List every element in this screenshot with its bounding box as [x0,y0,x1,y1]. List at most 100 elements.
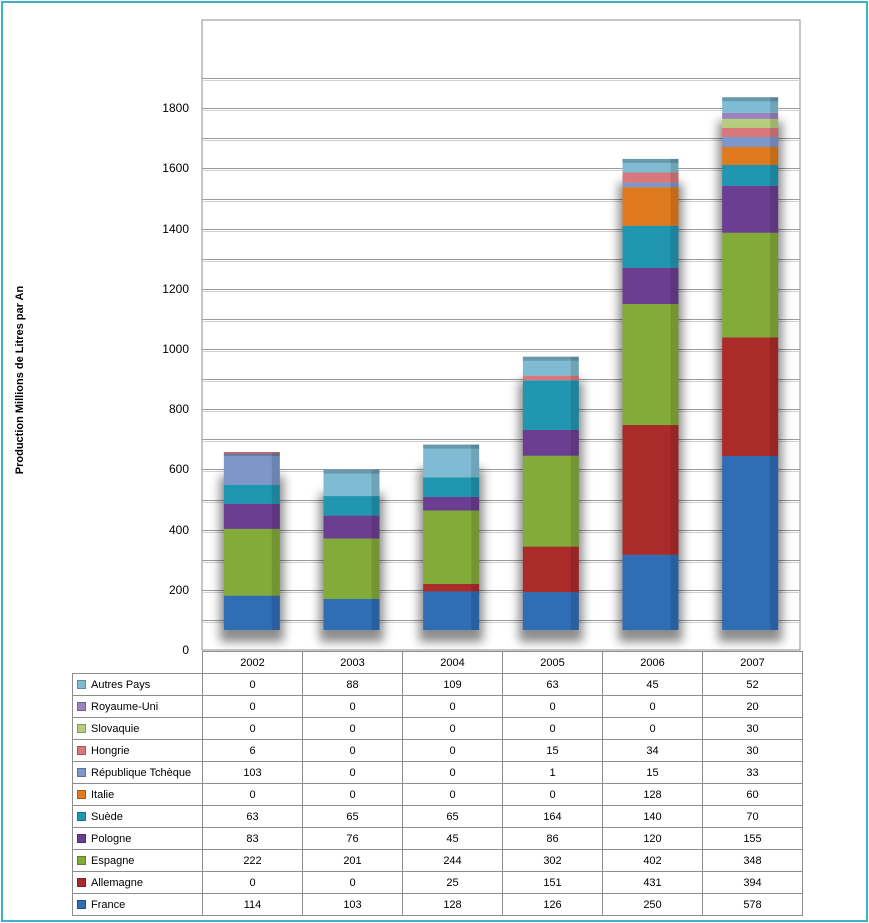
data-label: 0 [402,695,503,718]
bar-segment [722,97,779,113]
legend-entry: Autres Pays [72,673,203,696]
bar-segment [323,598,380,630]
y-tick-label: 1000 [162,342,189,356]
legend-color-key [77,680,86,690]
data-label: 402 [602,849,703,872]
table-row: Autres Pays 0 88 109 63 45 52 [72,673,803,696]
data-label: 0 [302,783,403,806]
data-label: 63 [202,805,303,828]
data-label: 83 [202,827,303,850]
data-label: 65 [302,805,403,828]
bar-top-edge [423,444,480,449]
data-label: 140 [602,805,703,828]
data-label: 348 [702,849,803,872]
data-label: 578 [702,893,803,916]
bar-segment [622,182,679,188]
bar-segment [423,444,480,478]
table-row: Allemagne 0 0 25 151 431 394 [72,871,803,894]
bar-top-edge [323,469,380,474]
data-label: 0 [302,695,403,718]
legend-color-key [77,878,86,888]
data-label: 0 [502,783,603,806]
data-label: 114 [202,893,303,916]
data-label: 222 [202,849,303,872]
legend-entry: République Tchèque [72,761,203,784]
data-label: 15 [602,761,703,784]
data-label: 0 [202,717,303,740]
bar-top-edge [223,452,280,457]
data-label: 25 [402,871,503,894]
data-label: 164 [502,805,603,828]
x-tick-label: 2002 [202,651,303,674]
legend-entry: Italie [72,783,203,806]
table-corner [72,651,203,674]
bar-segment [622,225,679,268]
data-label: 0 [402,717,503,740]
x-tick-label: 2004 [402,651,503,674]
bar-segment [622,267,679,305]
y-tick-label: 200 [168,582,189,597]
data-label: 0 [602,695,703,718]
legend-label: Italie [91,788,115,801]
data-label: 1 [502,761,603,784]
legend-entry: Suède [72,805,203,828]
table-row: Hongrie 6 0 0 15 34 30 [72,739,803,762]
bar-segment [522,429,579,456]
table-row: Espagne 222 201 244 302 402 348 [72,849,803,872]
data-label: 63 [502,673,603,696]
legend-color-key [77,856,86,866]
gridlines [201,19,801,651]
data-label: 0 [502,695,603,718]
table-row: Slovaquie 0 0 0 0 0 30 [72,717,803,740]
x-tick-label: 2005 [502,651,603,674]
legend-entry: Hongrie [72,739,203,762]
bar-segment [622,158,679,173]
data-label: 76 [302,827,403,850]
data-label: 45 [402,827,503,850]
legend-label: Allemagne [91,876,143,889]
data-label: 0 [302,739,403,762]
bar-side-shade [670,158,679,630]
bar-segment [722,337,779,457]
bar-segment [622,172,679,183]
bar-side-shade [271,452,280,630]
data-label: 126 [502,893,603,916]
legend-entry: Allemagne [72,871,203,894]
data-label: 0 [302,871,403,894]
data-label: 109 [402,673,503,696]
y-tick-label: 0 [182,643,189,657]
x-tick-label: 2006 [602,651,703,674]
bar-segment [223,528,280,596]
legend-color-key [77,790,86,800]
bar-top-edge [622,158,679,163]
bar-segment [722,136,779,147]
data-label: 45 [602,673,703,696]
data-label: 201 [302,849,403,872]
bars [219,97,783,643]
table-row: Suède 63 65 65 164 140 70 [72,805,803,828]
data-label: 0 [302,761,403,784]
x-tick-label: 2003 [302,651,403,674]
bar-segment [522,375,579,381]
data-label: 60 [702,783,803,806]
bar-segment [722,146,779,165]
y-tick-label: 1800 [162,101,189,116]
legend-label: Hongrie [91,744,130,757]
legend-label: Royaume-Uni [91,700,159,713]
bar-segment [622,187,679,226]
bar-segment [223,595,280,630]
data-label: 33 [702,761,803,784]
bar-segment [223,503,280,529]
data-label: 70 [702,805,803,828]
bar-segment [223,453,280,485]
x-tick-label: 2007 [702,651,803,674]
bar-segment [323,538,380,599]
bar-side-shade [770,97,779,631]
data-label: 65 [402,805,503,828]
bar-side-shade [371,469,380,630]
bar-segment [622,304,679,426]
bar-side-shade [471,444,480,630]
table-row: République Tchèque 103 0 0 1 15 33 [72,761,803,784]
bar-segment [622,554,679,630]
